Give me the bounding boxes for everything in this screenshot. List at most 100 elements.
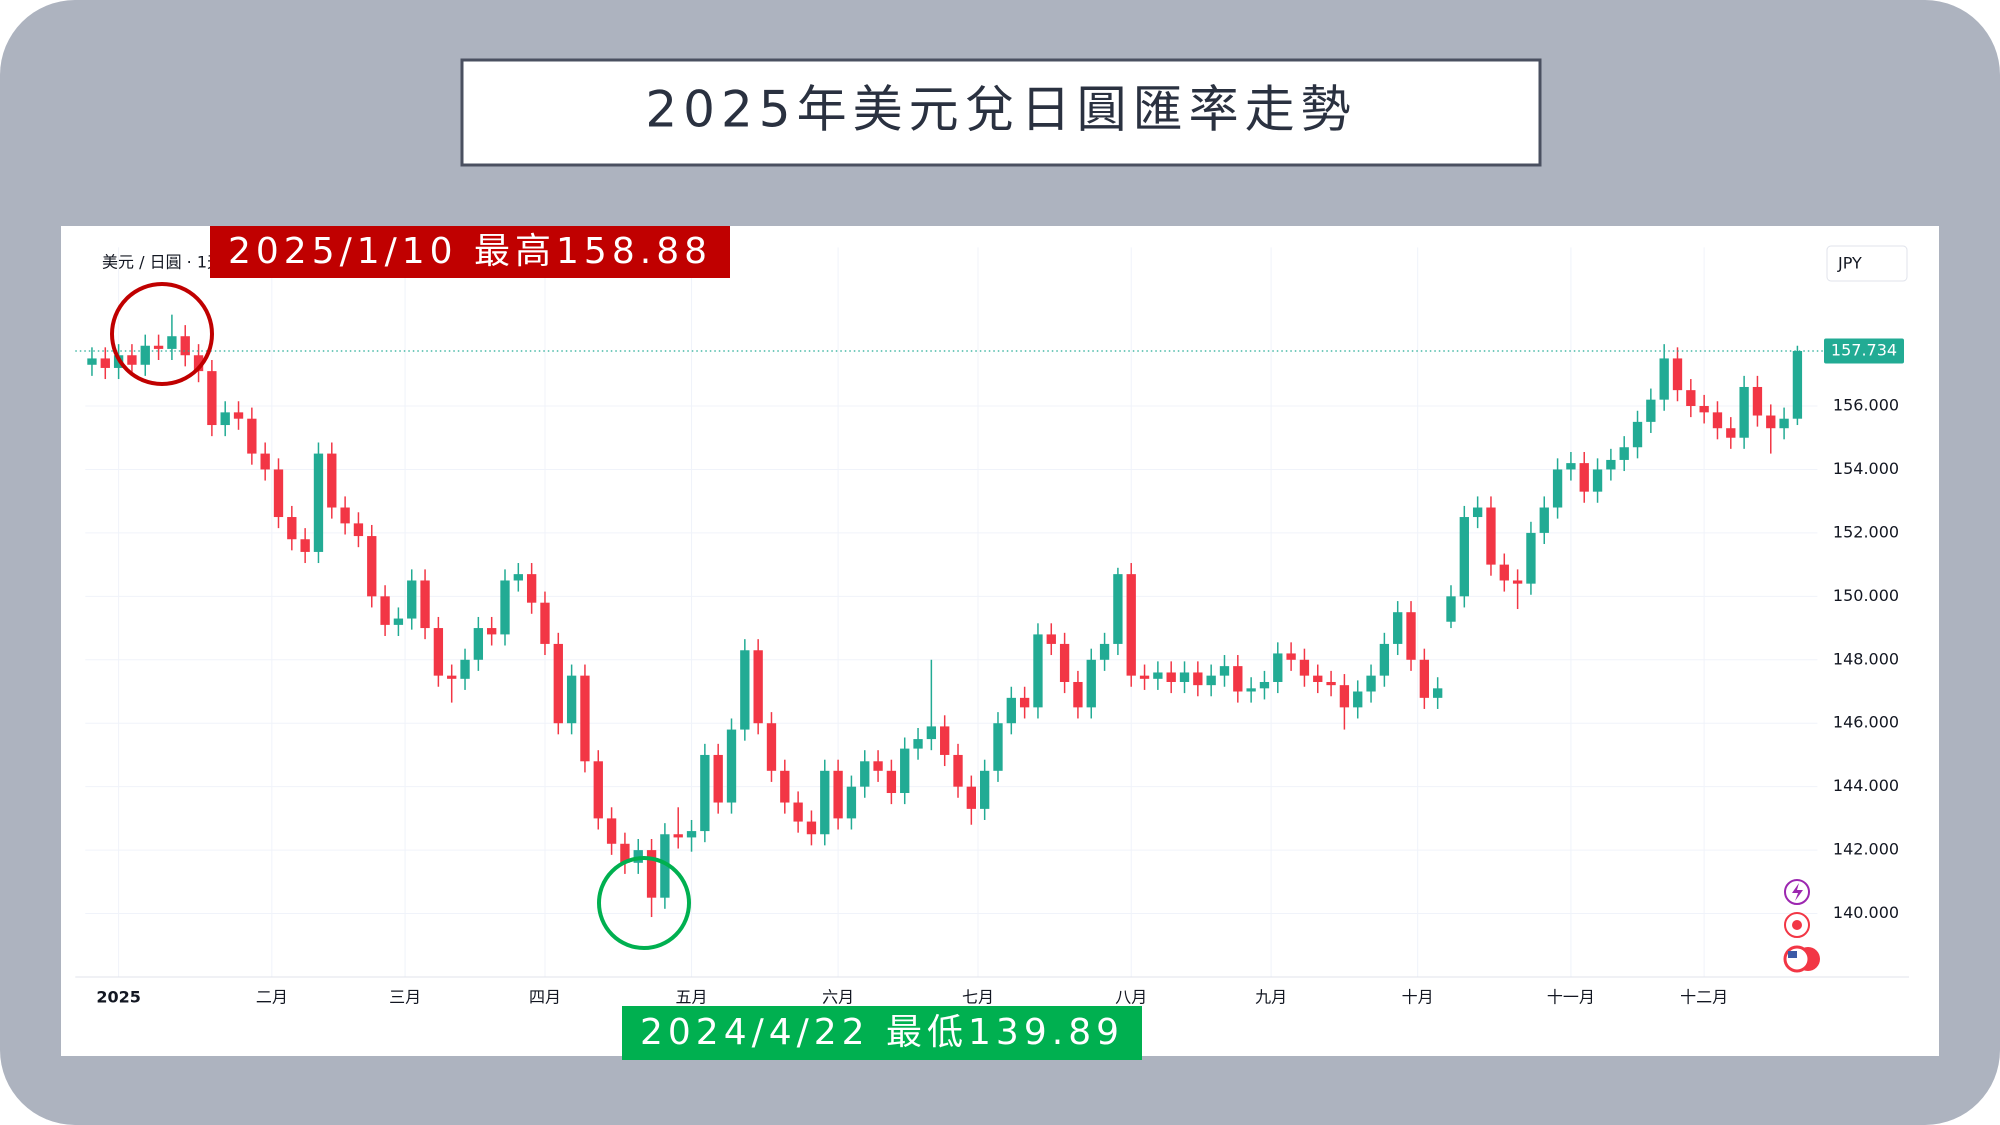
candle-body: [1592, 469, 1603, 492]
candle-body: [1059, 643, 1070, 682]
low-banner: [622, 1006, 1142, 1060]
candle-body: [806, 821, 817, 835]
candle-body: [1379, 643, 1390, 676]
x-tick-label: 2025: [96, 988, 141, 1007]
title-box: [460, 58, 1542, 167]
candle-body: [1792, 351, 1803, 419]
candle-body: [540, 602, 550, 644]
candle-body: [766, 723, 777, 771]
candle-body: [1752, 386, 1763, 416]
candle-body: [127, 355, 137, 365]
candle-body: [860, 761, 870, 787]
candle-body: [447, 675, 457, 679]
candle-body: [606, 818, 617, 844]
candle-body: [247, 418, 257, 454]
y-tick-label: 142.000: [1833, 840, 1899, 859]
candle-body: [1206, 675, 1216, 686]
candle-body: [180, 336, 190, 356]
candle-body: [1406, 612, 1416, 660]
x-tick-label: 四月: [529, 988, 561, 1007]
candle-body: [1486, 507, 1496, 565]
candle-body: [1712, 412, 1723, 429]
candle-body: [926, 726, 937, 740]
y-tick-label: 148.000: [1833, 649, 1899, 668]
candle-body: [1353, 691, 1363, 708]
candle-body: [1086, 659, 1096, 708]
x-tick-label: 十月: [1402, 988, 1434, 1007]
candle-body: [1179, 672, 1190, 682]
candle-body: [1433, 688, 1443, 698]
candle-body: [1526, 532, 1536, 584]
x-tick-label: 六月: [822, 988, 854, 1007]
candle-body: [1193, 672, 1203, 686]
candle-body: [313, 453, 324, 552]
candle-body: [487, 628, 497, 635]
candle-body: [287, 517, 297, 540]
x-tick-label: 七月: [962, 988, 994, 1007]
candle-body: [966, 786, 976, 809]
plot: 140.000 142.000 144.000 146.000 148.000 150.0…: [75, 247, 1909, 1007]
candle-body: [793, 802, 803, 822]
last-price-box: [1824, 338, 1904, 364]
candle-body: [1246, 688, 1256, 692]
candle-body: [1499, 564, 1509, 581]
candle-body: [513, 574, 523, 581]
y-tick-label: 146.000: [1833, 713, 1899, 732]
candle-body: [1126, 574, 1136, 676]
currency-label[interactable]: JPY: [1837, 254, 1862, 273]
candle-body: [1766, 415, 1776, 429]
candle-body: [1566, 463, 1576, 470]
candle-body: [940, 726, 950, 755]
candle-body: [713, 754, 723, 803]
candle-body: [1006, 697, 1016, 724]
candle-body: [233, 412, 244, 419]
candle-body: [1139, 675, 1150, 679]
candle-body: [220, 412, 230, 426]
candle-body: [340, 507, 350, 524]
x-tick-label: 十二月: [1680, 988, 1728, 1007]
candle-body: [700, 754, 710, 832]
symbol-label: 美元 / 日圓 · 1天: [102, 253, 223, 272]
candle-body: [420, 580, 430, 629]
candle-body: [353, 523, 364, 537]
x-tick-label: 三月: [389, 988, 421, 1007]
candle-body: [1046, 634, 1056, 644]
candle-body: [660, 834, 670, 898]
candle-body: [500, 580, 510, 635]
candle-body: [1419, 659, 1430, 698]
candle-body: [1459, 517, 1469, 597]
candle-body: [1019, 697, 1030, 708]
record-dot: [1792, 920, 1802, 930]
x-tick-label: 五月: [676, 988, 708, 1007]
low-circle: [597, 856, 691, 950]
candle-body: [686, 831, 697, 838]
candle-body: [646, 850, 657, 898]
y-tick-label: 152.000: [1833, 522, 1899, 541]
y-tick-label: 140.000: [1833, 903, 1899, 922]
candle-body: [1219, 666, 1230, 676]
flag-icon[interactable]: [1783, 945, 1811, 973]
candle-body: [1033, 634, 1043, 708]
candle-body: [1699, 406, 1709, 413]
candle-body: [153, 345, 164, 349]
candle-body: [1073, 681, 1083, 708]
y-tick-label: 150.000: [1833, 586, 1899, 605]
candle-body: [566, 675, 577, 724]
y-tick-label: 144.000: [1833, 776, 1899, 795]
candle-body: [393, 618, 404, 625]
candle-body: [300, 539, 310, 552]
candle-body: [913, 739, 923, 749]
high-circle: [110, 282, 214, 386]
candle-body: [260, 453, 270, 470]
candle-body: [1393, 612, 1403, 644]
candle-body: [1672, 358, 1683, 391]
candle-body: [1286, 653, 1296, 660]
candle-body: [1326, 681, 1336, 686]
candle-body: [553, 643, 563, 724]
currency-button[interactable]: [1826, 245, 1908, 282]
candle-body: [846, 786, 857, 819]
candle-body: [1233, 666, 1243, 692]
candle-body: [1512, 580, 1523, 584]
candle-body: [433, 628, 444, 676]
